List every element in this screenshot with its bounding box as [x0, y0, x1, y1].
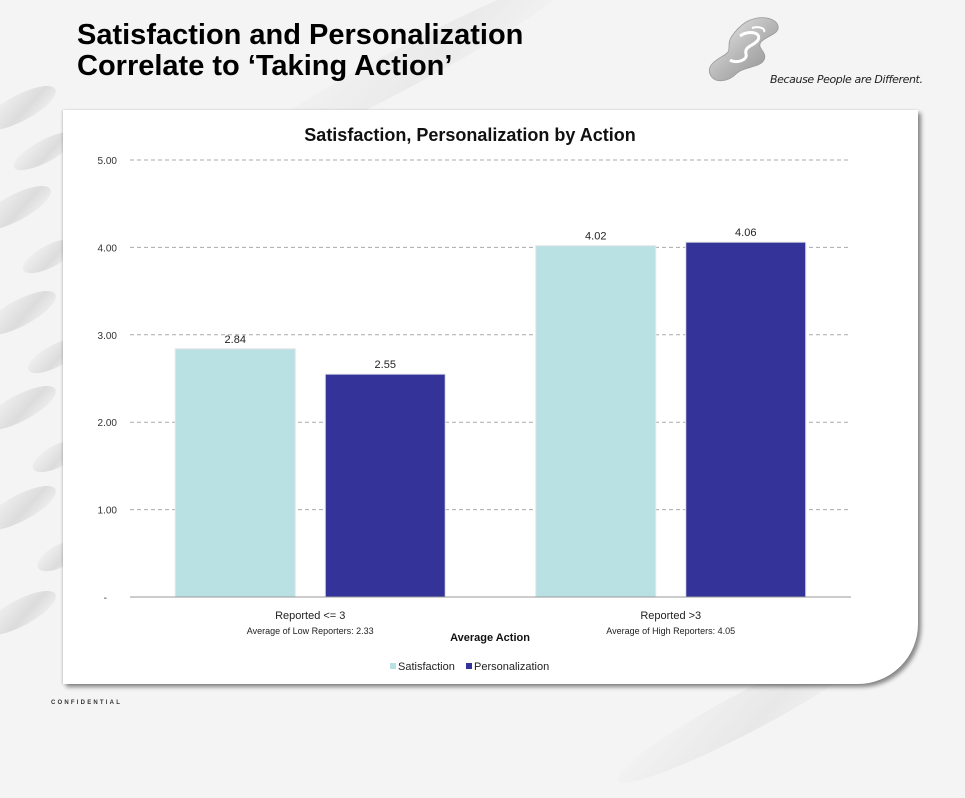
data-label: 2.84	[225, 334, 246, 346]
x-category-label: Reported >3	[640, 610, 701, 622]
chart-card: Satisfaction, Personalization by Action …	[63, 110, 918, 684]
bar-chart: Satisfaction, Personalization by Action …	[98, 125, 851, 673]
confidential-footer: CONFIDENTIAL	[51, 700, 123, 706]
slide-title: Satisfaction and Personalization Correla…	[77, 19, 524, 82]
legend-label: Personalization	[474, 661, 549, 673]
y-tick-label: 2.00	[98, 418, 118, 429]
x-axis-title: Average Action	[450, 632, 530, 644]
x-category-label: Reported <= 3	[275, 610, 345, 622]
data-label: 4.06	[735, 227, 756, 239]
company-tagline: Because People are Different.	[770, 73, 923, 86]
bars	[174, 241, 807, 598]
data-label: 2.55	[375, 359, 396, 371]
bar-personalization-1	[685, 241, 807, 598]
y-tick-label: -	[104, 593, 107, 604]
x-axis-categories: Reported <= 3 Average of Low Reporters: 2…	[247, 610, 735, 636]
x-category-sublabel: Average of High Reporters: 4.05	[606, 626, 735, 636]
legend-swatch-personalization	[466, 663, 472, 669]
company-logo-icon	[708, 17, 779, 82]
y-tick-label: 3.00	[98, 331, 118, 342]
chart-title: Satisfaction, Personalization by Action	[304, 125, 635, 145]
y-tick-label: 4.00	[98, 243, 118, 254]
legend-swatch-satisfaction	[390, 663, 396, 669]
x-category-sublabel: Average of Low Reporters: 2.33	[247, 626, 374, 636]
bar-satisfaction-1	[535, 245, 657, 598]
legend: Satisfaction Personalization	[390, 661, 549, 673]
legend-label: Satisfaction	[398, 661, 455, 673]
bar-satisfaction-0	[174, 348, 296, 598]
y-tick-label: 1.00	[98, 506, 118, 517]
data-label: 4.02	[585, 231, 606, 243]
bar-personalization-0	[324, 373, 446, 598]
data-labels: 2.84 2.55 4.02 4.06	[225, 227, 757, 371]
y-axis-ticks: - 1.00 2.00 3.00 4.00 5.00	[98, 156, 118, 604]
y-tick-label: 5.00	[98, 156, 118, 167]
